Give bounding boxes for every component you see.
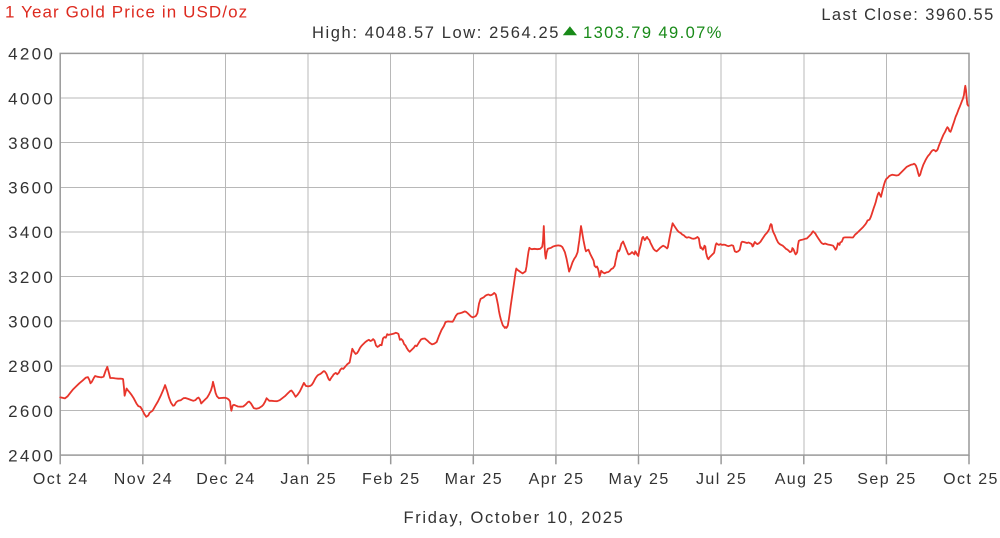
svg-text:4200: 4200 xyxy=(8,45,55,64)
svg-text:2400: 2400 xyxy=(8,446,55,465)
svg-text:1 Year Gold Price in USD/oz: 1 Year Gold Price in USD/oz xyxy=(5,2,248,21)
svg-text:High: 4048.57 Low: 2564.25: High: 4048.57 Low: 2564.25 xyxy=(312,24,560,42)
svg-text:2600: 2600 xyxy=(8,402,55,421)
svg-text:May 25: May 25 xyxy=(609,471,670,488)
svg-text:Sep 25: Sep 25 xyxy=(857,471,916,488)
svg-text:1303.79 49.07%: 1303.79 49.07% xyxy=(583,24,723,42)
svg-text:Mar 25: Mar 25 xyxy=(445,471,504,488)
svg-text:Jul 25: Jul 25 xyxy=(696,471,747,488)
svg-text:3800: 3800 xyxy=(8,134,55,153)
svg-text:Jan 25: Jan 25 xyxy=(280,471,337,488)
svg-text:Oct 24: Oct 24 xyxy=(33,471,89,488)
svg-text:Apr 25: Apr 25 xyxy=(529,471,585,488)
svg-text:3200: 3200 xyxy=(8,268,55,287)
svg-text:Friday, October 10, 2025: Friday, October 10, 2025 xyxy=(404,509,625,527)
svg-text:4000: 4000 xyxy=(8,89,55,108)
svg-text:Dec 24: Dec 24 xyxy=(196,471,255,488)
svg-text:3400: 3400 xyxy=(8,223,55,242)
svg-text:Oct 25: Oct 25 xyxy=(943,471,999,488)
svg-text:3000: 3000 xyxy=(8,313,55,332)
svg-text:Aug 25: Aug 25 xyxy=(775,471,834,488)
svg-text:Last Close: 3960.55: Last Close: 3960.55 xyxy=(821,6,994,24)
svg-text:Nov 24: Nov 24 xyxy=(114,471,173,488)
svg-text:3600: 3600 xyxy=(8,179,55,198)
svg-text:2800: 2800 xyxy=(8,357,55,376)
svg-text:Feb 25: Feb 25 xyxy=(362,471,421,488)
